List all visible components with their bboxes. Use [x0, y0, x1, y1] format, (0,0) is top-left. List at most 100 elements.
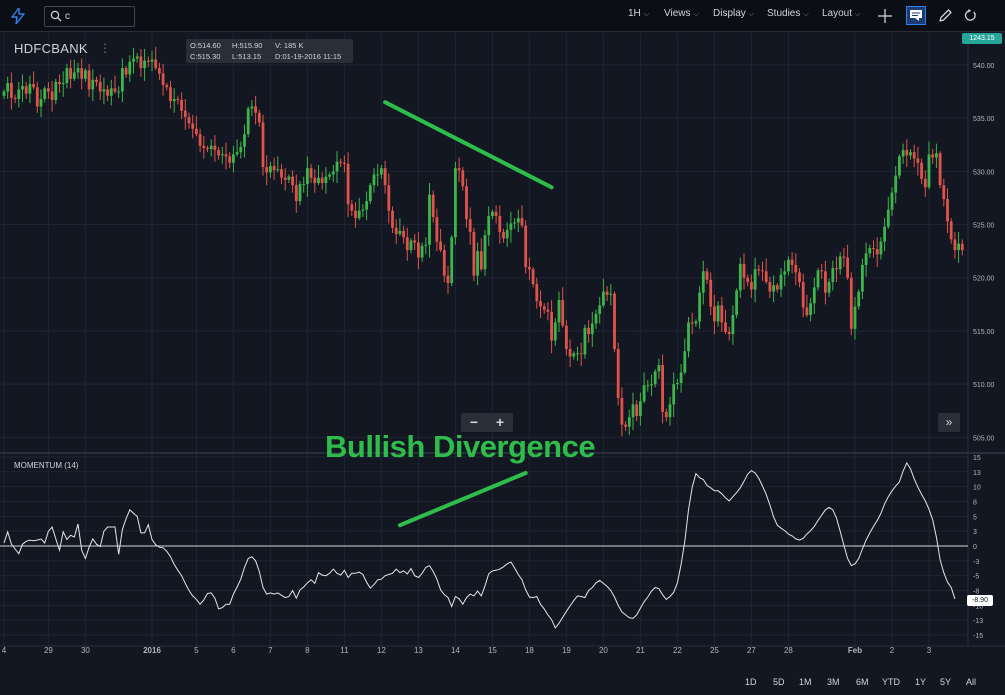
ohlc-high: H:515.90	[232, 41, 263, 50]
candle-body	[535, 284, 539, 302]
candle-body	[594, 313, 598, 324]
candle-body	[565, 325, 568, 350]
candle-body	[542, 306, 546, 310]
candle-body	[479, 251, 483, 270]
scroll-to-latest-button[interactable]: »	[938, 413, 960, 432]
price-axis-label: 505.00	[973, 435, 995, 442]
time-axis-label: 15	[488, 646, 497, 655]
range-button-1d[interactable]: 1D	[745, 677, 757, 687]
candle-body	[805, 307, 809, 315]
range-button-6m[interactable]: 6M	[856, 677, 869, 687]
candle-body	[435, 217, 439, 242]
zoom-in-button[interactable]: +	[495, 414, 505, 430]
candle-body	[269, 166, 272, 173]
candle-body	[139, 56, 143, 69]
time-axis-label: 18	[525, 646, 534, 655]
candle-body	[528, 267, 531, 270]
candle-body	[354, 210, 357, 219]
reset-icon[interactable]	[964, 9, 977, 22]
candle-body	[927, 154, 931, 188]
time-axis-label: Feb	[848, 646, 862, 655]
momentum-study-label[interactable]: MOMENTUM (14)	[14, 461, 79, 470]
candle-body	[827, 282, 831, 293]
zoom-out-button[interactable]: −	[469, 414, 479, 430]
candle-body	[372, 174, 376, 186]
candle-body	[228, 156, 232, 163]
range-button-ytd[interactable]: YTD	[882, 677, 900, 687]
interval-dropdown[interactable]: 1H ⌵	[628, 8, 649, 19]
candle-body	[620, 397, 624, 425]
symbol-search-box[interactable]	[44, 6, 135, 27]
search-input[interactable]	[65, 10, 131, 23]
chart-canvas[interactable]: 540.00 535.00 530.00 525.00 520.00 515.00 510.…	[0, 33, 1005, 695]
display-dropdown[interactable]: Display ⌵	[713, 8, 754, 19]
candle-body	[546, 309, 550, 312]
candle-body	[217, 150, 220, 156]
candle-body	[520, 218, 524, 226]
range-button-3m[interactable]: 3M	[827, 677, 840, 687]
candle-body	[502, 231, 505, 239]
range-button-all[interactable]: All	[966, 677, 977, 687]
time-axis-label: 25	[710, 646, 719, 655]
candle-body	[442, 250, 446, 276]
studies-dropdown[interactable]: Studies ⌵	[767, 8, 809, 19]
candle-body	[694, 321, 698, 324]
candle-body	[509, 223, 513, 230]
candle-body	[309, 168, 313, 178]
candle-body	[879, 241, 883, 255]
candle-body	[87, 70, 91, 90]
last-price-tag: 1243.15	[962, 33, 1002, 44]
candle-body	[165, 85, 169, 88]
candle-body	[365, 201, 368, 210]
candle-body	[583, 327, 587, 355]
candle-body	[13, 97, 17, 99]
candle-body	[550, 311, 553, 341]
candle-body	[135, 56, 139, 59]
candle-body	[705, 271, 709, 280]
candle-body	[121, 68, 124, 92]
candle-body	[224, 154, 228, 157]
momentum-axis-label: 13	[973, 470, 981, 477]
candle-body	[294, 185, 298, 202]
more-options-icon[interactable]: ⋮	[99, 41, 111, 55]
candle-body	[313, 177, 317, 184]
candle-body	[949, 221, 953, 240]
crosshair-icon[interactable]	[878, 9, 892, 23]
symbol-name[interactable]: HDFCBANK	[14, 41, 88, 56]
candle-body	[875, 249, 879, 255]
candle-body	[109, 88, 113, 96]
comment-icon[interactable]	[906, 6, 926, 25]
candle-body	[468, 219, 472, 232]
candle-body	[376, 174, 380, 176]
chart-area[interactable]: 540.00 535.00 530.00 525.00 520.00 515.00 510.…	[0, 33, 1005, 695]
layout-dropdown[interactable]: Layout ⌵	[822, 8, 860, 19]
price-axis-label: 520.00	[973, 276, 995, 283]
candle-body	[287, 176, 291, 180]
candle-body	[894, 175, 898, 193]
candle-body	[657, 365, 661, 372]
range-button-5y[interactable]: 5Y	[940, 677, 952, 687]
pencil-icon[interactable]	[938, 8, 953, 23]
lightning-icon[interactable]	[11, 8, 25, 24]
candle-body	[838, 256, 842, 270]
zoom-controls: − +	[461, 413, 513, 432]
candle-body	[579, 353, 583, 355]
views-dropdown[interactable]: Views ⌵	[664, 8, 699, 19]
range-button-5d[interactable]: 5D	[773, 677, 785, 687]
candle-body	[753, 269, 757, 290]
candle-body	[516, 218, 520, 223]
annotation-text[interactable]: Bullish Divergence	[325, 429, 596, 464]
range-button-1y[interactable]: 1Y	[915, 677, 927, 687]
candle-body	[916, 158, 920, 163]
candle-body	[350, 204, 354, 211]
chevron-down-icon: ⌵	[693, 11, 699, 18]
candle-body	[650, 384, 653, 386]
candle-body	[394, 227, 398, 235]
candle-body	[872, 247, 875, 250]
range-button-1m[interactable]: 1M	[799, 677, 812, 687]
candle-body	[864, 253, 868, 265]
candle-body	[709, 279, 713, 307]
price-axis-label: 540.00	[973, 63, 995, 70]
candle-body	[405, 237, 409, 251]
candle-body	[106, 89, 109, 96]
